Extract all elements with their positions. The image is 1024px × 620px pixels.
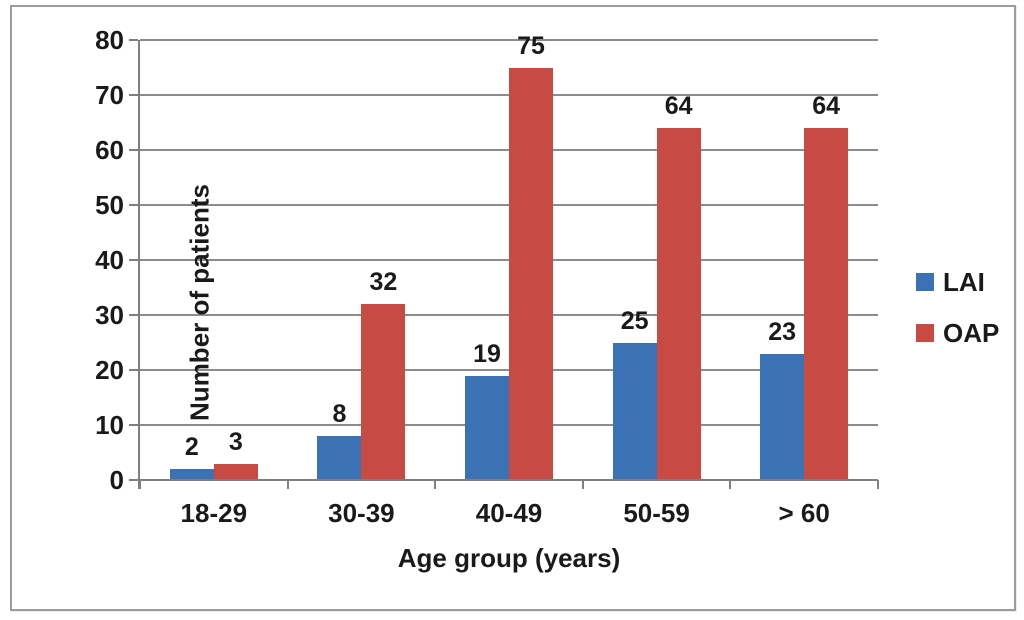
lai-swatch-icon [916,273,934,291]
legend: LAI OAP [916,263,999,365]
x-category-label-3: 50-59 [623,498,690,528]
bar-label-oap-18-29: 3 [228,427,243,456]
x-tick-1 [286,480,289,489]
legend-label-lai: LAI [943,267,985,297]
legend-item-lai: LAI [916,263,999,301]
y-tick-50 [129,204,138,206]
x-tick-2 [434,480,437,489]
bar-oap-50-59 [656,128,701,480]
y-tick-60 [129,149,138,151]
y-axis-line [138,40,140,489]
y-tick-label-50: 50 [95,190,124,220]
bar-oap-30-39 [361,304,406,480]
y-tick-label-0: 0 [109,465,124,495]
x-axis-line [140,479,878,481]
y-tick-label-40: 40 [95,245,124,275]
figure-border [10,5,1016,611]
x-tick-5 [877,480,879,489]
y-tick-label-80: 80 [95,25,124,55]
bar-oap-> 60 [804,128,849,480]
x-category-label-2: 40-49 [475,498,543,528]
x-category-label-0: 18-29 [180,498,248,528]
bar-label-oap-50-59: 64 [664,92,693,120]
y-tick-label-20: 20 [95,355,124,385]
bar-label-oap-40-49: 75 [517,31,545,60]
legend-item-oap: OAP [916,314,999,352]
y-tick-label-60: 60 [95,135,124,165]
x-tick-3 [581,480,584,489]
bar-label-lai-> 60: 23 [768,317,797,346]
y-tick-80 [129,39,138,41]
bar-lai-50-59 [612,342,657,480]
y-tick-label-70: 70 [95,80,124,110]
y-axis-title: Number of patients [184,184,215,421]
bar-label-oap-30-39: 32 [369,268,398,296]
bar-oap-18-29 [213,463,258,480]
x-tick-4 [729,480,732,489]
x-tick-0 [139,480,141,489]
y-tick-0 [129,479,138,481]
x-category-label-1: 30-39 [328,498,395,528]
plot-area: 2 3 8 32 19 75 25 64 23 64 Number of patients [140,32,878,480]
y-tick-20 [129,369,138,371]
y-tick-40 [129,259,138,261]
y-tick-label-30: 30 [95,300,124,330]
legend-label-oap: OAP [943,318,1000,348]
bar-lai-40-49 [465,375,509,480]
y-tick-label-10: 10 [95,410,124,440]
bar-label-lai-40-49: 19 [473,339,501,368]
bar-label-lai-18-29: 2 [184,433,199,461]
bar-lai-> 60 [760,353,805,480]
bar-oap-40-49 [509,67,553,480]
bar-label-lai-30-39: 8 [332,400,347,428]
y-tick-70 [129,94,138,96]
y-tick-10 [129,424,138,426]
bar-lai-18-29 [169,469,214,480]
x-category-label-4: > 60 [778,498,830,528]
bar-label-oap-> 60: 64 [812,92,841,120]
oap-swatch-icon [916,324,934,342]
bar-label-lai-50-59: 25 [620,306,649,335]
bar-lai-30-39 [317,436,362,480]
y-tick-30 [129,314,138,316]
x-axis-title: Age group (years) [397,543,621,573]
gridline-80 [140,39,878,41]
